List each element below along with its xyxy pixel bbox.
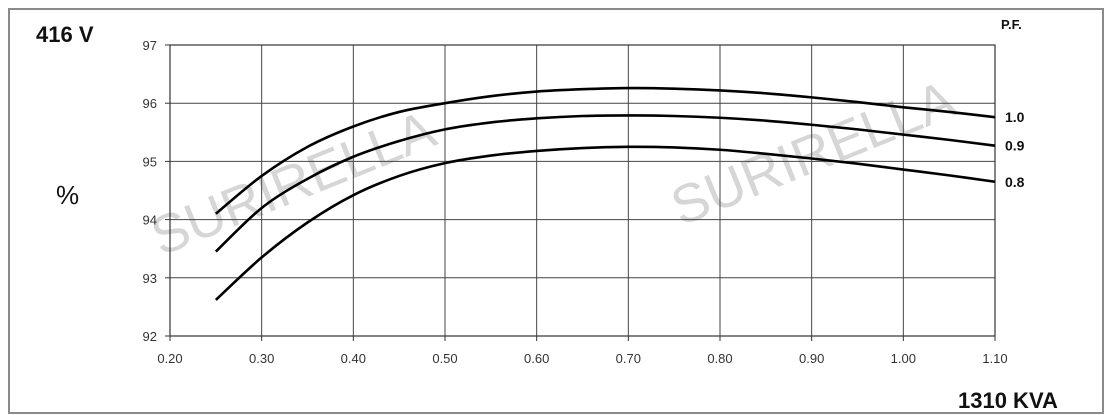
x-tick-label: 0.90 (799, 351, 824, 366)
watermark-text: SURIRELLA (663, 69, 964, 237)
power-factor-header: P.F. (1001, 17, 1022, 32)
series-line-pf-0-9 (214, 114, 996, 253)
series-label-pf-0-9: 0.9 (1005, 138, 1025, 154)
x-tick-label: 0.50 (432, 351, 457, 366)
x-tick-label: 0.30 (249, 351, 274, 366)
y-tick-label: 94 (143, 213, 157, 228)
x-tick-label: 0.70 (616, 351, 641, 366)
plot-border (169, 44, 996, 337)
x-tick-label: 0.40 (341, 351, 366, 366)
chart-frame (8, 8, 1104, 414)
series-end-labels: 1.0 0.9 0.8 (1005, 109, 1025, 190)
series-line-pf-1-0 (215, 86, 996, 215)
plot-area-border (169, 44, 996, 337)
y-tick-label: 95 (143, 154, 157, 169)
watermark-text: SURIRELLA (143, 99, 444, 267)
y-tick-label: 97 (143, 38, 157, 53)
watermarks: SURIRELLA SURIRELLA (143, 69, 964, 267)
x-tick-labels: 0.20 0.30 0.40 0.50 0.60 0.70 0.80 0.90 1.00 1.10 (157, 351, 1007, 366)
y-axis-unit-label: % (56, 180, 80, 210)
series-line-pf-0-8 (214, 145, 996, 301)
x-tick-label: 0.80 (707, 351, 732, 366)
y-tick-labels: 92 93 94 95 96 97 (143, 38, 157, 344)
series-label-pf-1-0: 1.0 (1005, 109, 1025, 125)
grid (165, 44, 996, 341)
voltage-label: 416 V (36, 22, 94, 47)
y-tick-label: 96 (143, 96, 157, 111)
kva-rating-label: 1310 KVA (958, 388, 1058, 413)
y-tick-label: 93 (143, 271, 157, 286)
x-tick-label: 1.00 (891, 351, 916, 366)
x-tick-label: 1.10 (982, 351, 1007, 366)
x-tick-label: 0.60 (524, 351, 549, 366)
y-tick-label: 92 (143, 329, 157, 344)
series-label-pf-0-8: 0.8 (1005, 174, 1025, 190)
series-lines (214, 86, 996, 301)
x-tick-label: 0.20 (157, 351, 182, 366)
